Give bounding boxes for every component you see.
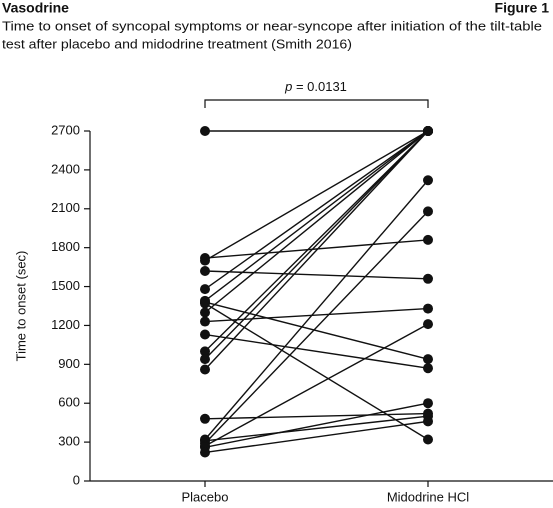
pair-line [204, 130, 429, 290]
point [423, 354, 433, 365]
y-tick-label: 1200 [51, 317, 80, 332]
pair-line [204, 323, 429, 447]
y-tick-label: 1500 [51, 278, 80, 293]
p-value: = 0.0131 [296, 79, 347, 94]
pair-line [204, 412, 429, 420]
y-axis-label: Time to onset (sec) [13, 251, 28, 362]
point [423, 434, 433, 445]
figure-label: Figure 1 [495, 0, 550, 16]
point [423, 126, 433, 136]
pair-line [204, 302, 429, 441]
subtitle: test after placebo and midodrine treatme… [2, 36, 352, 51]
point [200, 364, 210, 375]
pair-line [204, 130, 429, 370]
point [423, 303, 433, 314]
point [423, 234, 433, 245]
point [200, 297, 210, 308]
pair-line [204, 307, 429, 323]
y-tick-label: 600 [58, 395, 80, 410]
pair-line [204, 130, 429, 262]
pair-line [204, 239, 429, 259]
pair-line [204, 130, 429, 302]
y-tick-label: 0 [73, 472, 80, 487]
point [423, 273, 433, 284]
pair-line [204, 130, 429, 314]
point [200, 346, 210, 357]
p-annotation: p = 0.0131 [284, 79, 347, 94]
point [200, 413, 210, 424]
point [423, 398, 433, 409]
bracket [204, 99, 429, 108]
y-tick-label: 2400 [51, 161, 80, 176]
page-title: Vasodrine [2, 0, 69, 16]
point [200, 307, 210, 318]
point [200, 329, 210, 340]
point [423, 206, 433, 217]
pair-line [204, 301, 429, 360]
point [200, 266, 210, 276]
y-tick-label: 300 [58, 434, 80, 449]
pair-line [204, 415, 429, 442]
point [200, 447, 210, 458]
pair-line [204, 130, 429, 360]
pair-line [204, 420, 429, 454]
y-tick-label: 2700 [51, 122, 80, 137]
point [200, 284, 210, 295]
pair-line [204, 210, 429, 444]
pair-line [204, 402, 429, 448]
pair-line [204, 130, 429, 352]
point [200, 354, 210, 365]
point [200, 126, 210, 136]
p-symbol: p [284, 79, 292, 94]
pair-line [204, 179, 429, 440]
point [200, 255, 210, 266]
y-tick-label: 1800 [51, 239, 80, 254]
pair-line [204, 333, 429, 369]
subtitle: Time to onset of syncopal symptoms or ne… [2, 18, 542, 33]
y-tick-label: 900 [58, 356, 80, 371]
point [423, 363, 433, 374]
point [423, 416, 433, 427]
y-tick-label: 2100 [51, 200, 80, 215]
point [200, 316, 210, 327]
point [423, 175, 433, 186]
point [423, 319, 433, 330]
x-tick-label: Midodrine HCl [387, 489, 469, 504]
x-tick-label: Placebo [182, 489, 229, 504]
